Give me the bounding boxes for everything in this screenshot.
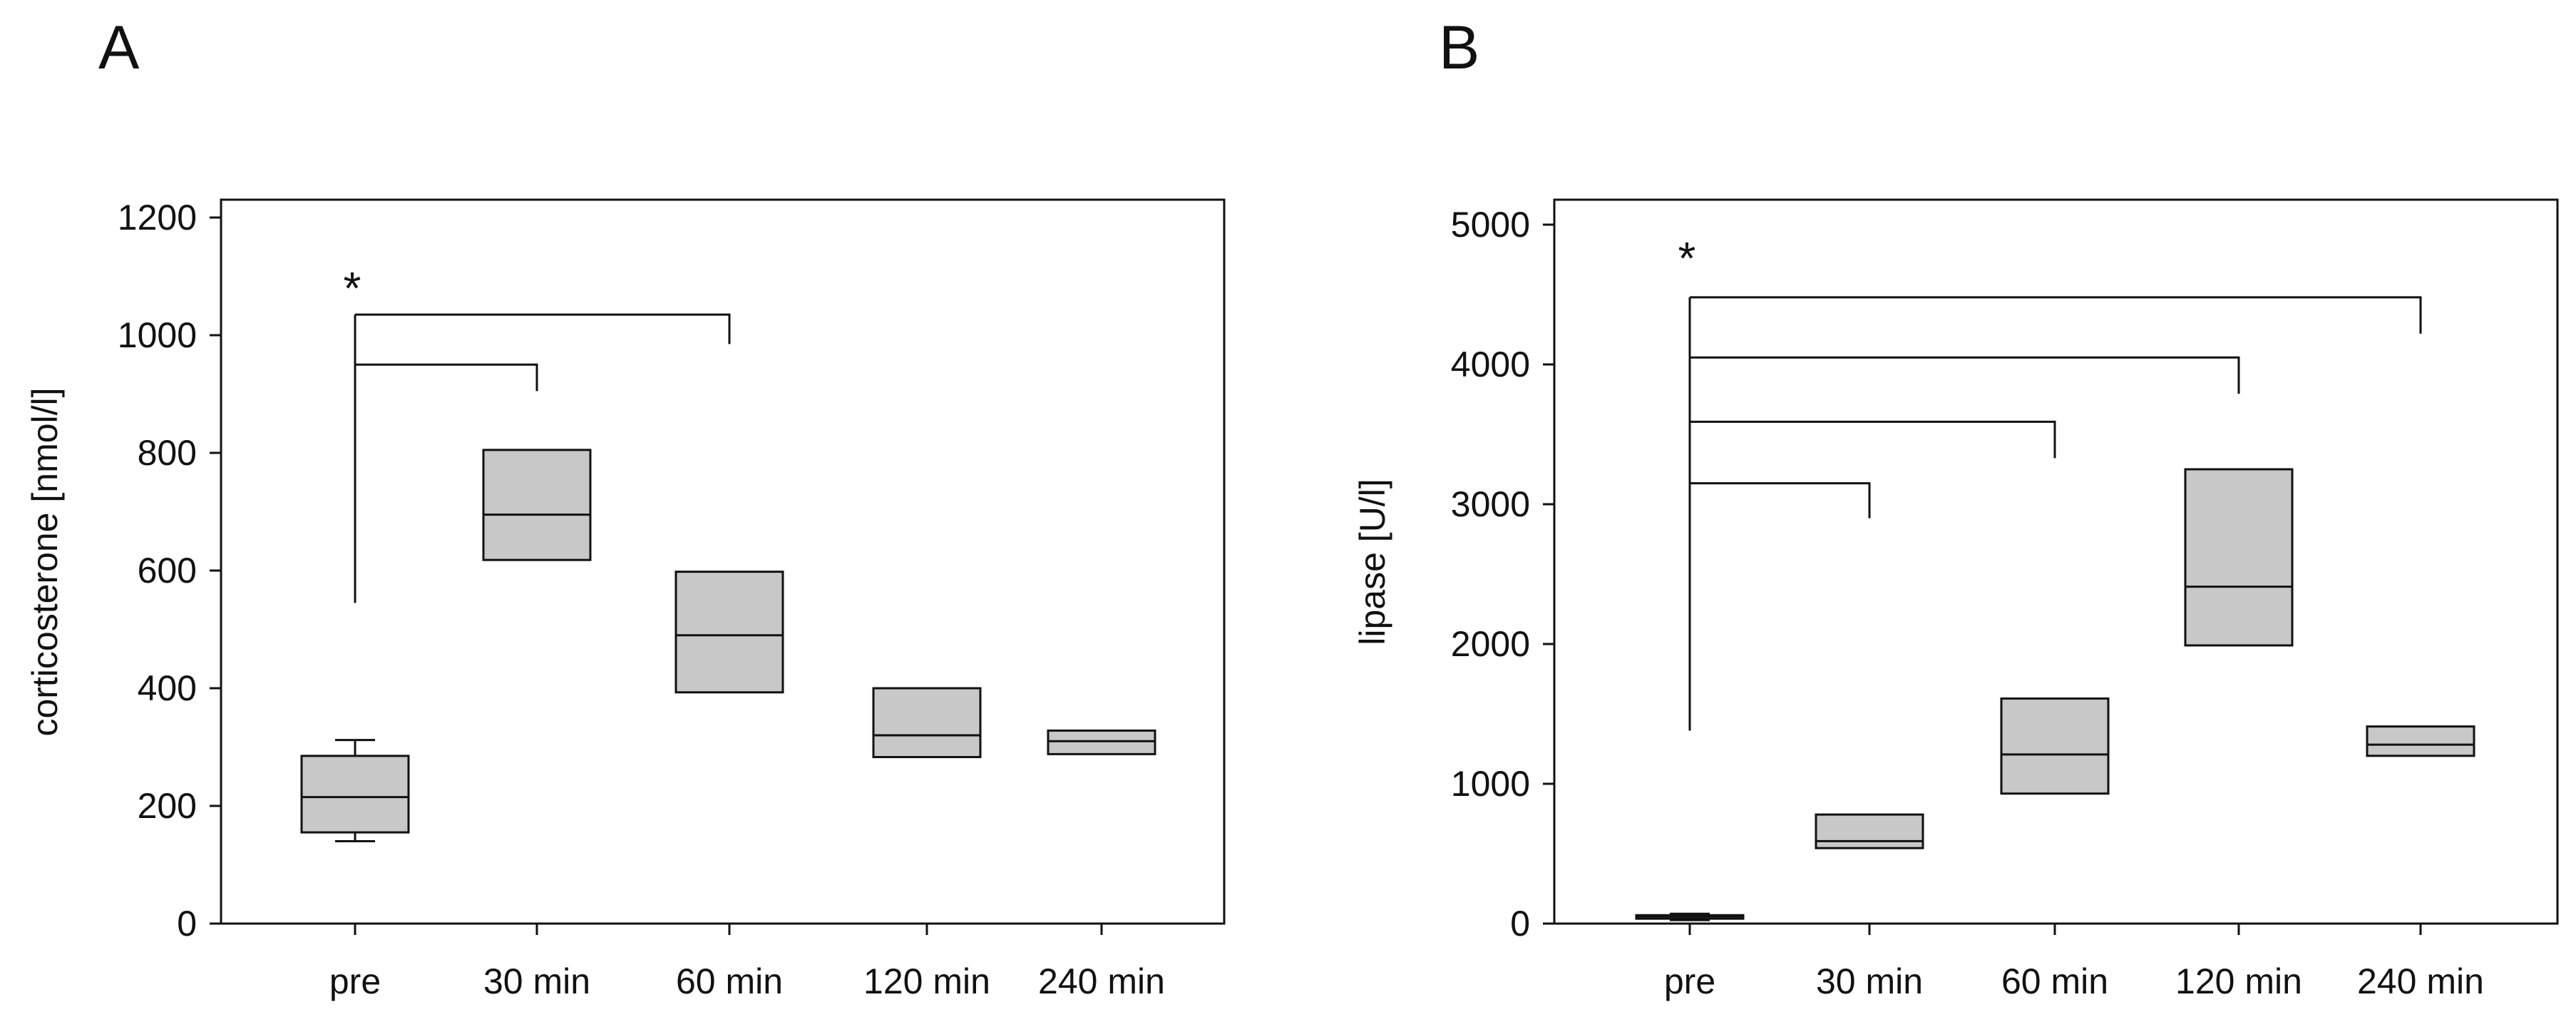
- panel-a-box: [1047, 729, 1156, 755]
- panel-a-y-tick-label: 1200: [118, 198, 197, 237]
- panel-a-y-tick-label: 400: [138, 668, 197, 708]
- panel-b-y-tick-label: 1000: [1451, 764, 1530, 804]
- panel-b-significance-bracket: [1690, 296, 2422, 334]
- panel-b-significance-bracket: [1690, 482, 1871, 518]
- panel-a-x-tick-label: 240 min: [1038, 961, 1165, 1001]
- panel-a-y-axis: 0 200 400 600 800 1000 1200: [118, 198, 221, 944]
- panel-a-box: [674, 571, 784, 694]
- panel-a-box: [482, 449, 592, 561]
- panel-b-box: [1815, 813, 1924, 849]
- panel-b-x-tick-label: 30 min: [1816, 961, 1923, 1001]
- panel-a-plot-area: [220, 198, 1226, 925]
- panel-b-x-tick-label: 120 min: [2175, 961, 2302, 1001]
- panel-a-significance-star: *: [344, 262, 361, 314]
- panel-b-x-tick-label: pre: [1664, 961, 1715, 1001]
- panel-b-x-tick-label: 240 min: [2357, 961, 2484, 1001]
- panel-b-significance-bracket: [1690, 356, 2240, 394]
- panel-a-x-tick-label: pre: [329, 961, 381, 1001]
- panel-a-significance-bracket: [355, 313, 731, 344]
- panel-b-y-tick-label: 5000: [1451, 205, 1530, 245]
- panel-b-y-axis: 0 1000 2000 3000 4000 5000: [1451, 205, 1554, 944]
- panel-a-y-tick-label: 800: [138, 433, 197, 473]
- panel-a-boxes: [300, 449, 1156, 842]
- panel-a-letter: A: [98, 14, 140, 82]
- panel-b-y-tick-label: 3000: [1451, 484, 1530, 524]
- panel-b-box: [2184, 468, 2294, 647]
- panel-a-x-tick-label: 60 min: [676, 961, 783, 1001]
- panel-a-y-tick-label: 200: [138, 786, 197, 826]
- panel-b-significance-bracket: [1690, 420, 2056, 459]
- panel-b-x-tick-label: 60 min: [2001, 961, 2108, 1001]
- panel-a-significance-bracket: [355, 363, 538, 392]
- panel-b-plot-area: [1553, 198, 2559, 925]
- panel-b-y-tick-label: 4000: [1451, 344, 1530, 384]
- panel-a-box: [872, 687, 982, 759]
- panel-b-boxes: [1635, 468, 2475, 921]
- panel-b-y-tick-label: 2000: [1451, 624, 1530, 664]
- panel-a-y-axis-label: corticosterone [nmol/l]: [25, 387, 65, 736]
- panel-a-x-tick-label: 30 min: [483, 961, 590, 1001]
- panel-a-box: [300, 755, 410, 834]
- panel-a-y-tick-label: 600: [138, 551, 197, 591]
- panel-a-significance: *: [344, 262, 731, 603]
- panel-b-box: [2000, 697, 2110, 795]
- panel-a-x-tick-label: 120 min: [863, 961, 990, 1001]
- panel-a-y-tick-label: 1000: [118, 315, 197, 355]
- panel-a-x-axis: pre 30 min 60 min 120 min 240 min: [329, 924, 1165, 1001]
- panel-a: A 0 200 400 600 800 1000 1200 pre 30 min 60 min 1…: [25, 14, 1226, 1001]
- panel-a-y-tick-label: 0: [177, 904, 197, 944]
- panel-b-box: [2366, 725, 2475, 757]
- panel-b-letter: B: [1439, 14, 1479, 82]
- panel-b-y-axis-label: lipase [U/l]: [1353, 479, 1392, 645]
- panel-b-x-axis: pre 30 min 60 min 120 min 240 min: [1664, 924, 2484, 1001]
- panel-b-significance: *: [1678, 232, 2422, 731]
- panel-b: B 0 1000 2000 3000 4000 5000 pre 30 min 60 min 1…: [1353, 14, 2559, 1001]
- panel-b-significance-star: *: [1678, 232, 1696, 284]
- panel-b-y-tick-label: 0: [1510, 904, 1530, 944]
